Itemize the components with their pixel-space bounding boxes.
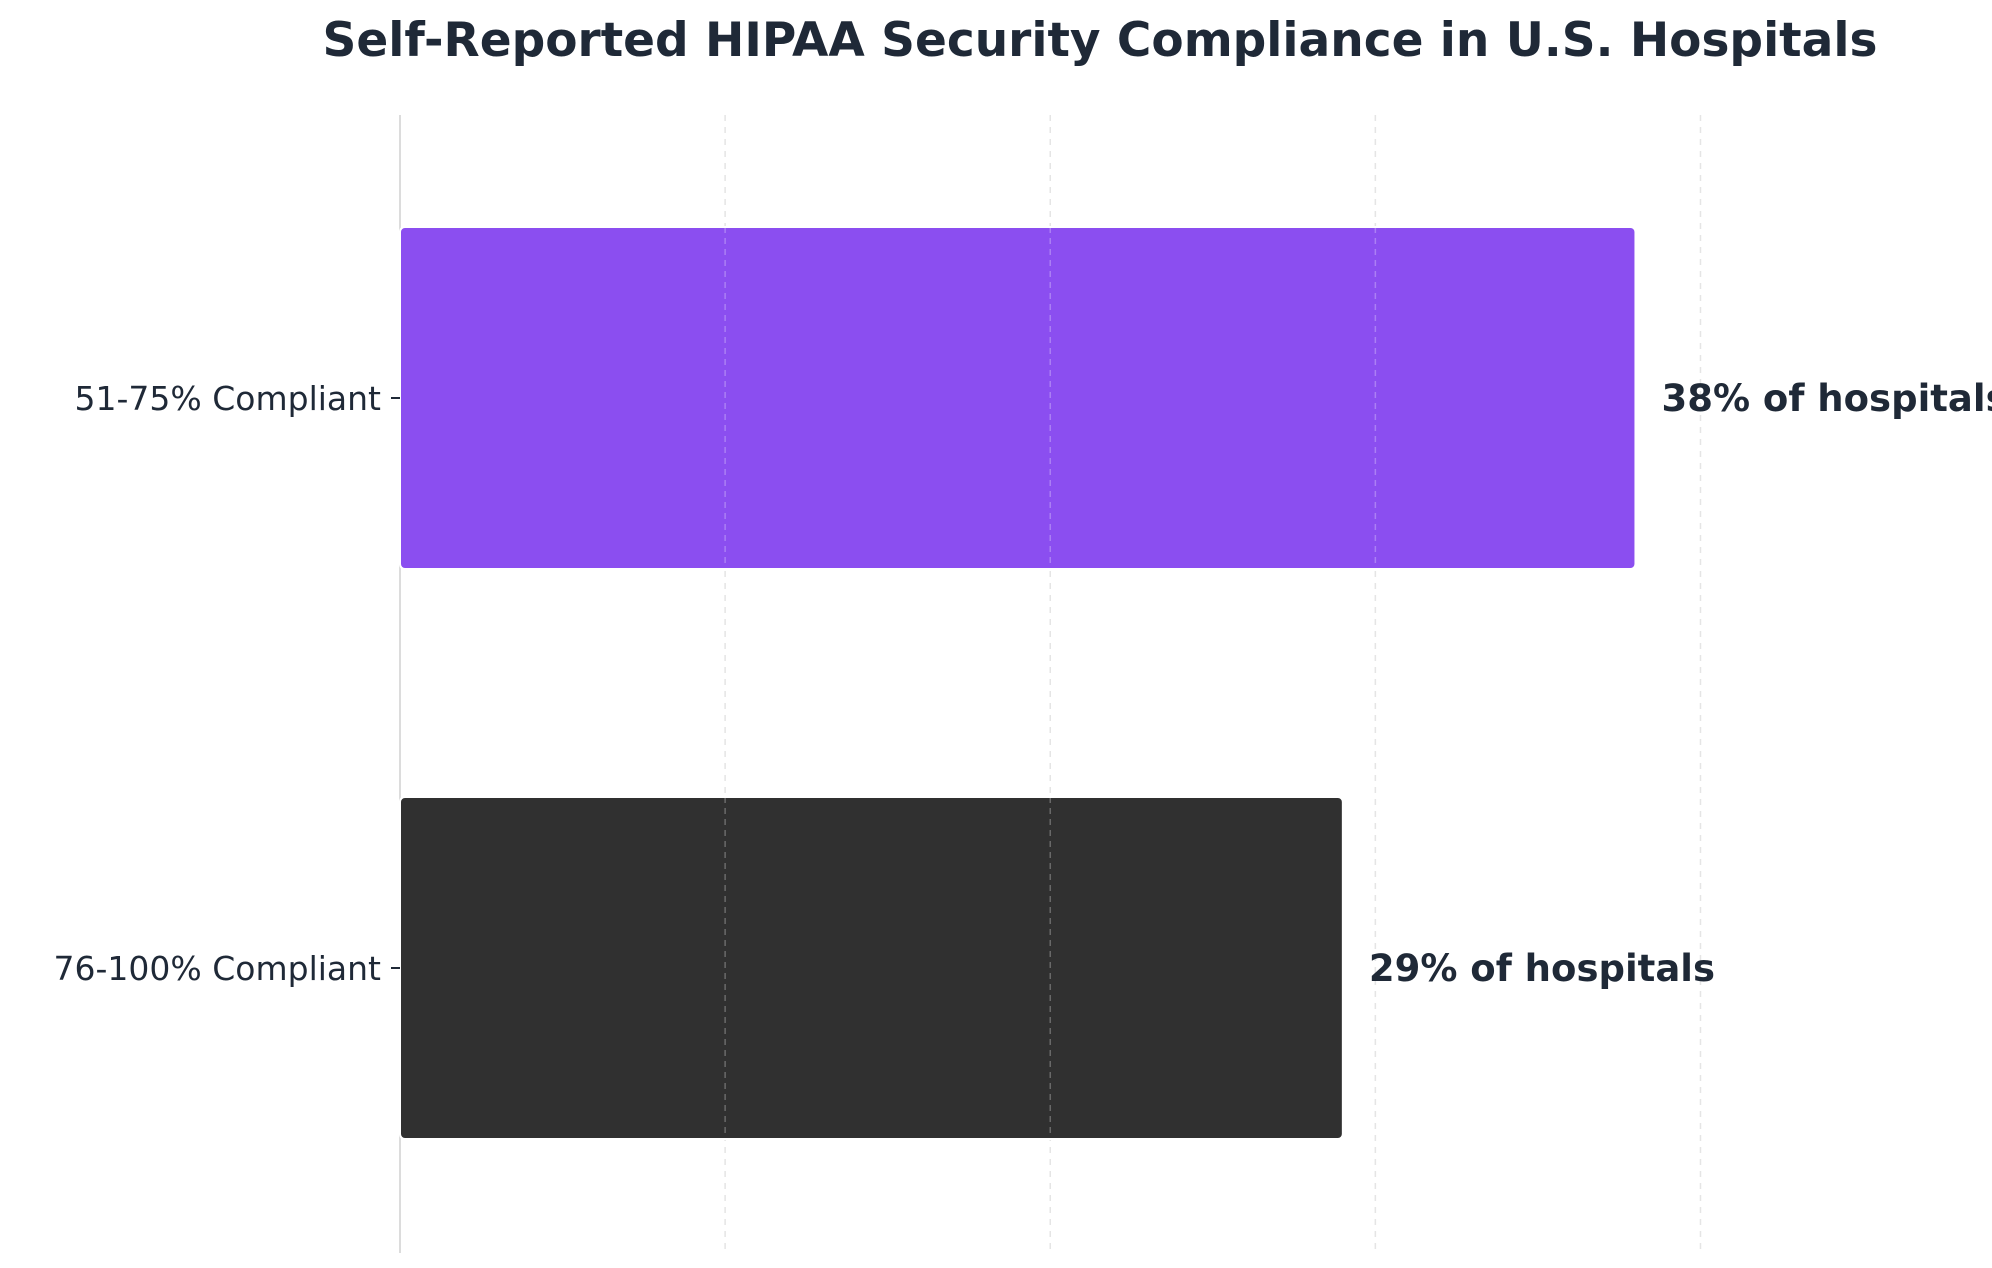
labels: 51-75% Compliant 38% of hospitals 76-100% … <box>54 377 1992 990</box>
bar-1 <box>399 226 1637 570</box>
bar-2 <box>399 796 1344 1140</box>
data-label-1: 38% of hospitals <box>1661 377 1992 420</box>
chart-title: Self-Reported HIPAA Security Compliance … <box>323 13 1878 68</box>
y-tick-label-2: 76-100% Compliant <box>54 949 382 988</box>
bars <box>399 226 1637 1140</box>
y-tick-label-1: 51-75% Compliant <box>75 379 382 418</box>
grid-overlay-lines <box>724 227 1377 1139</box>
data-label-2: 29% of hospitals <box>1369 947 1715 990</box>
